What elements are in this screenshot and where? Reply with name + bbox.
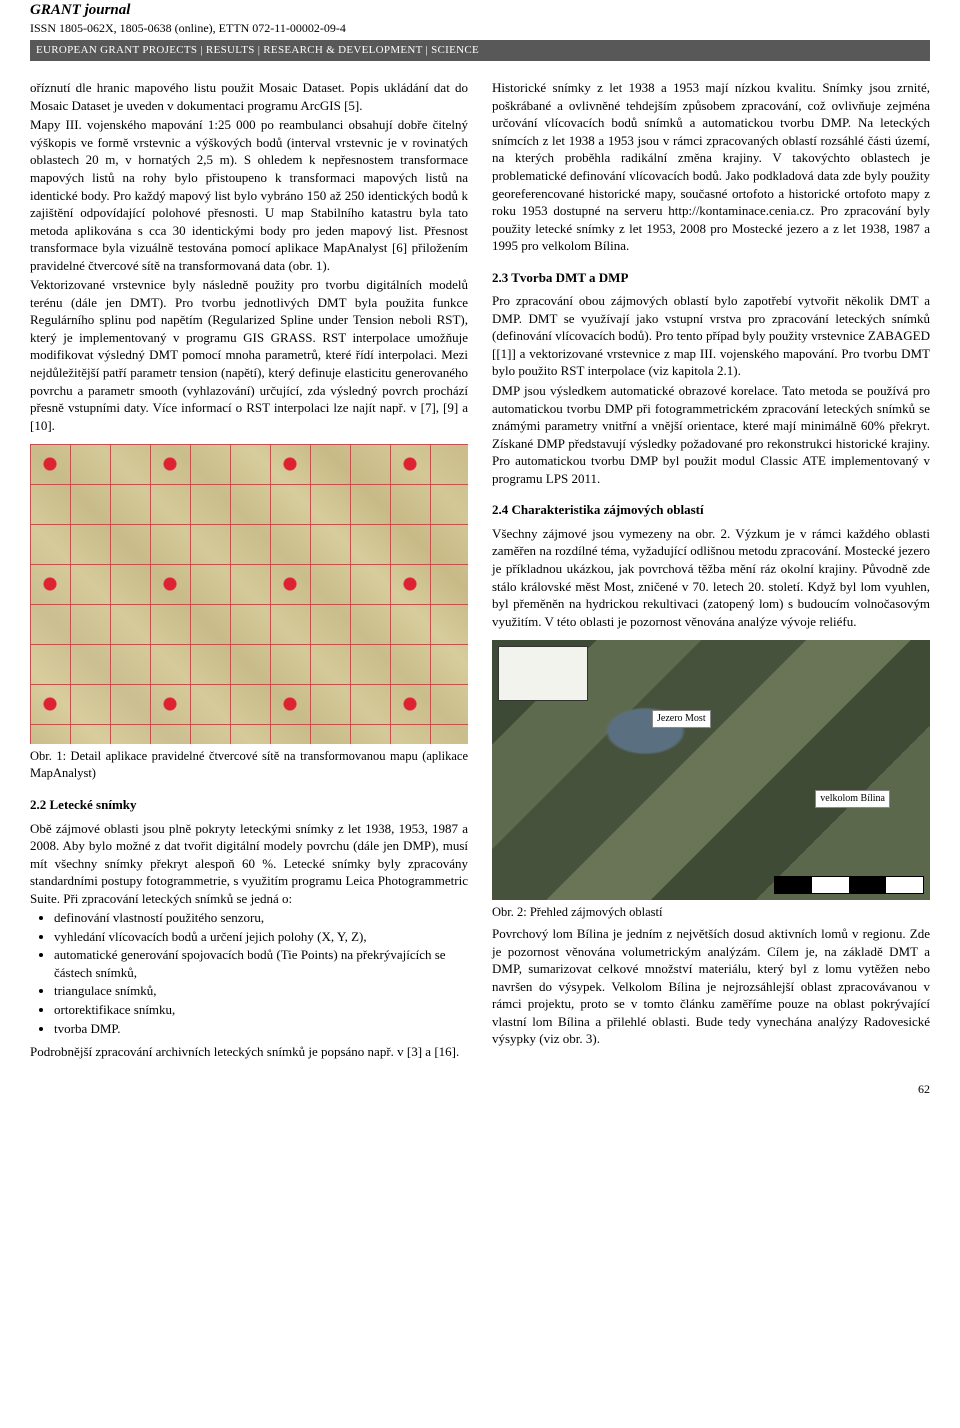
body-paragraph: Podrobnější zpracování archivních leteck… xyxy=(30,1043,468,1061)
figure-2-label-jezero: Jezero Most xyxy=(652,710,711,728)
list-item: automatické generování spojovacích bodů … xyxy=(54,946,468,981)
two-column-body: oříznutí dle hranic mapového listu použi… xyxy=(30,79,930,1062)
list-item: triangulace snímků, xyxy=(54,982,468,1000)
body-paragraph: Všechny zájmové jsou vymezeny na obr. 2.… xyxy=(492,525,930,630)
figure-1: Obr. 1: Detail aplikace pravidelné čtver… xyxy=(30,444,468,782)
section-heading-2-4: 2.4 Charakteristika zájmových oblastí xyxy=(492,501,930,519)
list-item: vyhledání vlícovacích bodů a určení jeji… xyxy=(54,928,468,946)
body-paragraph: Mapy III. vojenského mapování 1:25 000 p… xyxy=(30,116,468,274)
list-item: definování vlastností použitého senzoru, xyxy=(54,909,468,927)
page-header: GRANT journal ISSN 1805-062X, 1805-0638 … xyxy=(30,0,930,61)
body-paragraph: Vektorizované vrstevnice byly následně p… xyxy=(30,276,468,434)
figure-1-image xyxy=(30,444,468,744)
figure-2-inset-map xyxy=(498,646,588,701)
header-banner: EUROPEAN GRANT PROJECTS | RESULTS | RESE… xyxy=(30,40,930,61)
figure-2-scalebar xyxy=(774,876,924,894)
body-paragraph: Historické snímky z let 1938 a 1953 mají… xyxy=(492,79,930,254)
body-paragraph: DMP jsou výsledkem automatické obrazové … xyxy=(492,382,930,487)
page-number: 62 xyxy=(30,1081,930,1097)
processing-steps-list: definování vlastností použitého senzoru,… xyxy=(30,909,468,1037)
body-paragraph: oříznutí dle hranic mapového listu použi… xyxy=(30,79,468,114)
issn-line: ISSN 1805-062X, 1805-0638 (online), ETTN… xyxy=(30,20,930,36)
journal-title: GRANT journal xyxy=(30,0,930,20)
body-paragraph: Pro zpracování obou zájmových oblastí by… xyxy=(492,292,930,380)
figure-2: Jezero Most velkolom Bílina Obr. 2: Přeh… xyxy=(492,640,930,921)
figure-2-caption: Obr. 2: Přehled zájmových oblastí xyxy=(492,904,930,921)
figure-2-image: Jezero Most velkolom Bílina xyxy=(492,640,930,900)
figure-2-label-bilina: velkolom Bílina xyxy=(815,790,890,808)
figure-1-caption: Obr. 1: Detail aplikace pravidelné čtver… xyxy=(30,748,468,782)
body-paragraph: Povrchový lom Bílina je jedním z největš… xyxy=(492,925,930,1048)
list-item: tvorba DMP. xyxy=(54,1020,468,1038)
list-item: ortorektifikace snímku, xyxy=(54,1001,468,1019)
body-paragraph: Obě zájmové oblasti jsou plně pokryty le… xyxy=(30,820,468,908)
section-heading-2-2: 2.2 Letecké snímky xyxy=(30,796,468,814)
section-heading-2-3: 2.3 Tvorba DMT a DMP xyxy=(492,269,930,287)
